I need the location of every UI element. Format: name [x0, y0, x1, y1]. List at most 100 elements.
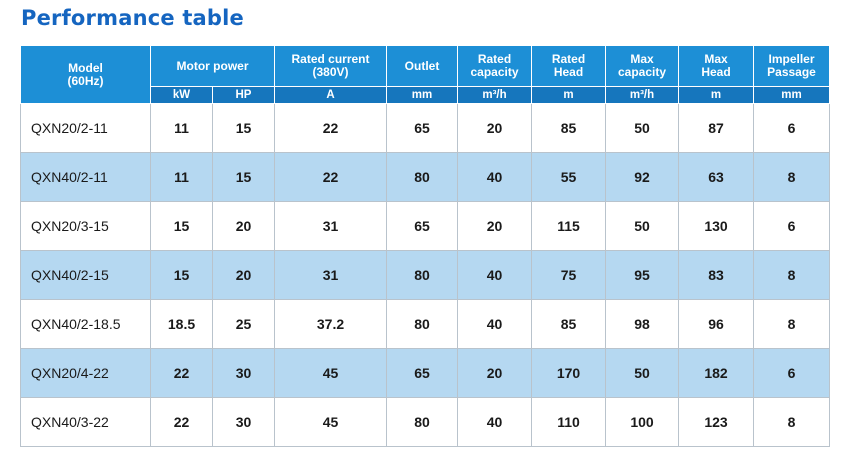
value-cell: 11 [150, 152, 213, 202]
header-model: Model (60Hz) [20, 45, 151, 104]
value-cell: 15 [212, 103, 275, 153]
unit-cell: mm [386, 86, 458, 104]
value-cell: 6 [753, 201, 830, 251]
value-cell: 65 [386, 201, 458, 251]
value-cell: 123 [678, 397, 754, 447]
value-cell: 80 [386, 397, 458, 447]
unit-cell: m³/h [605, 86, 679, 104]
model-cell: QXN40/2-18.5 [20, 299, 151, 349]
value-cell: 22 [150, 348, 213, 398]
table-row: QXN40/2-11 11 15 22 80 40 55 92 63 8 [20, 152, 830, 202]
value-cell: 37.2 [274, 299, 387, 349]
value-cell: 75 [531, 250, 606, 300]
value-cell: 92 [605, 152, 679, 202]
value-cell: 11 [150, 103, 213, 153]
value-cell: 50 [605, 348, 679, 398]
value-cell: 8 [753, 250, 830, 300]
model-cell: QXN40/2-11 [20, 152, 151, 202]
value-cell: 18.5 [150, 299, 213, 349]
value-cell: 40 [457, 152, 532, 202]
value-cell: 8 [753, 152, 830, 202]
value-cell: 40 [457, 299, 532, 349]
unit-cell: kW [150, 86, 213, 104]
model-cell: QXN20/3-15 [20, 201, 151, 251]
model-cell: QXN40/2-15 [20, 250, 151, 300]
value-cell: 83 [678, 250, 754, 300]
value-cell: 6 [753, 348, 830, 398]
value-cell: 20 [212, 201, 275, 251]
header-impeller-passage: Impeller Passage [753, 45, 830, 87]
value-cell: 80 [386, 152, 458, 202]
value-cell: 63 [678, 152, 754, 202]
value-cell: 15 [150, 250, 213, 300]
model-cell: QXN20/4-22 [20, 348, 151, 398]
table-body: QXN20/2-11 11 15 22 65 20 85 50 87 6 QXN40/2-11 11 1… [20, 103, 830, 447]
value-cell: 22 [150, 397, 213, 447]
value-cell: 31 [274, 201, 387, 251]
value-cell: 85 [531, 299, 606, 349]
value-cell: 45 [274, 348, 387, 398]
value-cell: 15 [212, 152, 275, 202]
value-cell: 20 [457, 348, 532, 398]
value-cell: 25 [212, 299, 275, 349]
value-cell: 20 [457, 201, 532, 251]
header-rated-current: Rated current (380V) [274, 45, 387, 87]
value-cell: 170 [531, 348, 606, 398]
value-cell: 20 [457, 103, 532, 153]
value-cell: 65 [386, 348, 458, 398]
value-cell: 8 [753, 299, 830, 349]
value-cell: 22 [274, 152, 387, 202]
unit-cell: m³/h [457, 86, 532, 104]
value-cell: 65 [386, 103, 458, 153]
value-cell: 95 [605, 250, 679, 300]
value-cell: 50 [605, 201, 679, 251]
header-rated-capacity: Rated capacity [457, 45, 532, 87]
value-cell: 55 [531, 152, 606, 202]
model-cell: QXN20/2-11 [20, 103, 151, 153]
units-row: kW HP A mm m³/h m m³/h m mm [21, 86, 830, 104]
value-cell: 30 [212, 348, 275, 398]
value-cell: 110 [531, 397, 606, 447]
header-max-capacity: Max capacity [605, 45, 679, 87]
unit-cell: m [531, 86, 606, 104]
value-cell: 98 [605, 299, 679, 349]
header-outlet: Outlet [386, 45, 458, 87]
unit-cell: HP [212, 86, 275, 104]
table-row: QXN20/4-22 22 30 45 65 20 170 50 182 6 [20, 348, 830, 398]
table-row: QXN20/2-11 11 15 22 65 20 85 50 87 6 [20, 103, 830, 153]
value-cell: 45 [274, 397, 387, 447]
value-cell: 40 [457, 397, 532, 447]
performance-table: Model (60Hz) Motor power Rated current (… [20, 45, 830, 447]
header-motor-power: Motor power [150, 45, 275, 87]
value-cell: 182 [678, 348, 754, 398]
value-cell: 6 [753, 103, 830, 153]
value-cell: 50 [605, 103, 679, 153]
page-title: Performance table [21, 6, 244, 30]
table-row: QXN40/2-18.5 18.5 25 37.2 80 40 85 98 96 8 [20, 299, 830, 349]
value-cell: 87 [678, 103, 754, 153]
value-cell: 15 [150, 201, 213, 251]
value-cell: 115 [531, 201, 606, 251]
table-row: QXN40/3-22 22 30 45 80 40 110 100 123 8 [20, 397, 830, 447]
unit-cell: A [274, 86, 387, 104]
value-cell: 96 [678, 299, 754, 349]
value-cell: 20 [212, 250, 275, 300]
model-cell: QXN40/3-22 [20, 397, 151, 447]
value-cell: 130 [678, 201, 754, 251]
value-cell: 31 [274, 250, 387, 300]
value-cell: 100 [605, 397, 679, 447]
value-cell: 8 [753, 397, 830, 447]
table-row: QXN20/3-15 15 20 31 65 20 115 50 130 6 [20, 201, 830, 251]
unit-cell: m [678, 86, 754, 104]
header-max-head: Max Head [678, 45, 754, 87]
value-cell: 22 [274, 103, 387, 153]
value-cell: 30 [212, 397, 275, 447]
header-row: Model (60Hz) Motor power Rated current (… [20, 45, 830, 104]
value-cell: 40 [457, 250, 532, 300]
value-cell: 85 [531, 103, 606, 153]
table-row: QXN40/2-15 15 20 31 80 40 75 95 83 8 [20, 250, 830, 300]
unit-cell: mm [753, 86, 830, 104]
value-cell: 80 [386, 299, 458, 349]
header-rated-head: Rated Head [531, 45, 606, 87]
value-cell: 80 [386, 250, 458, 300]
